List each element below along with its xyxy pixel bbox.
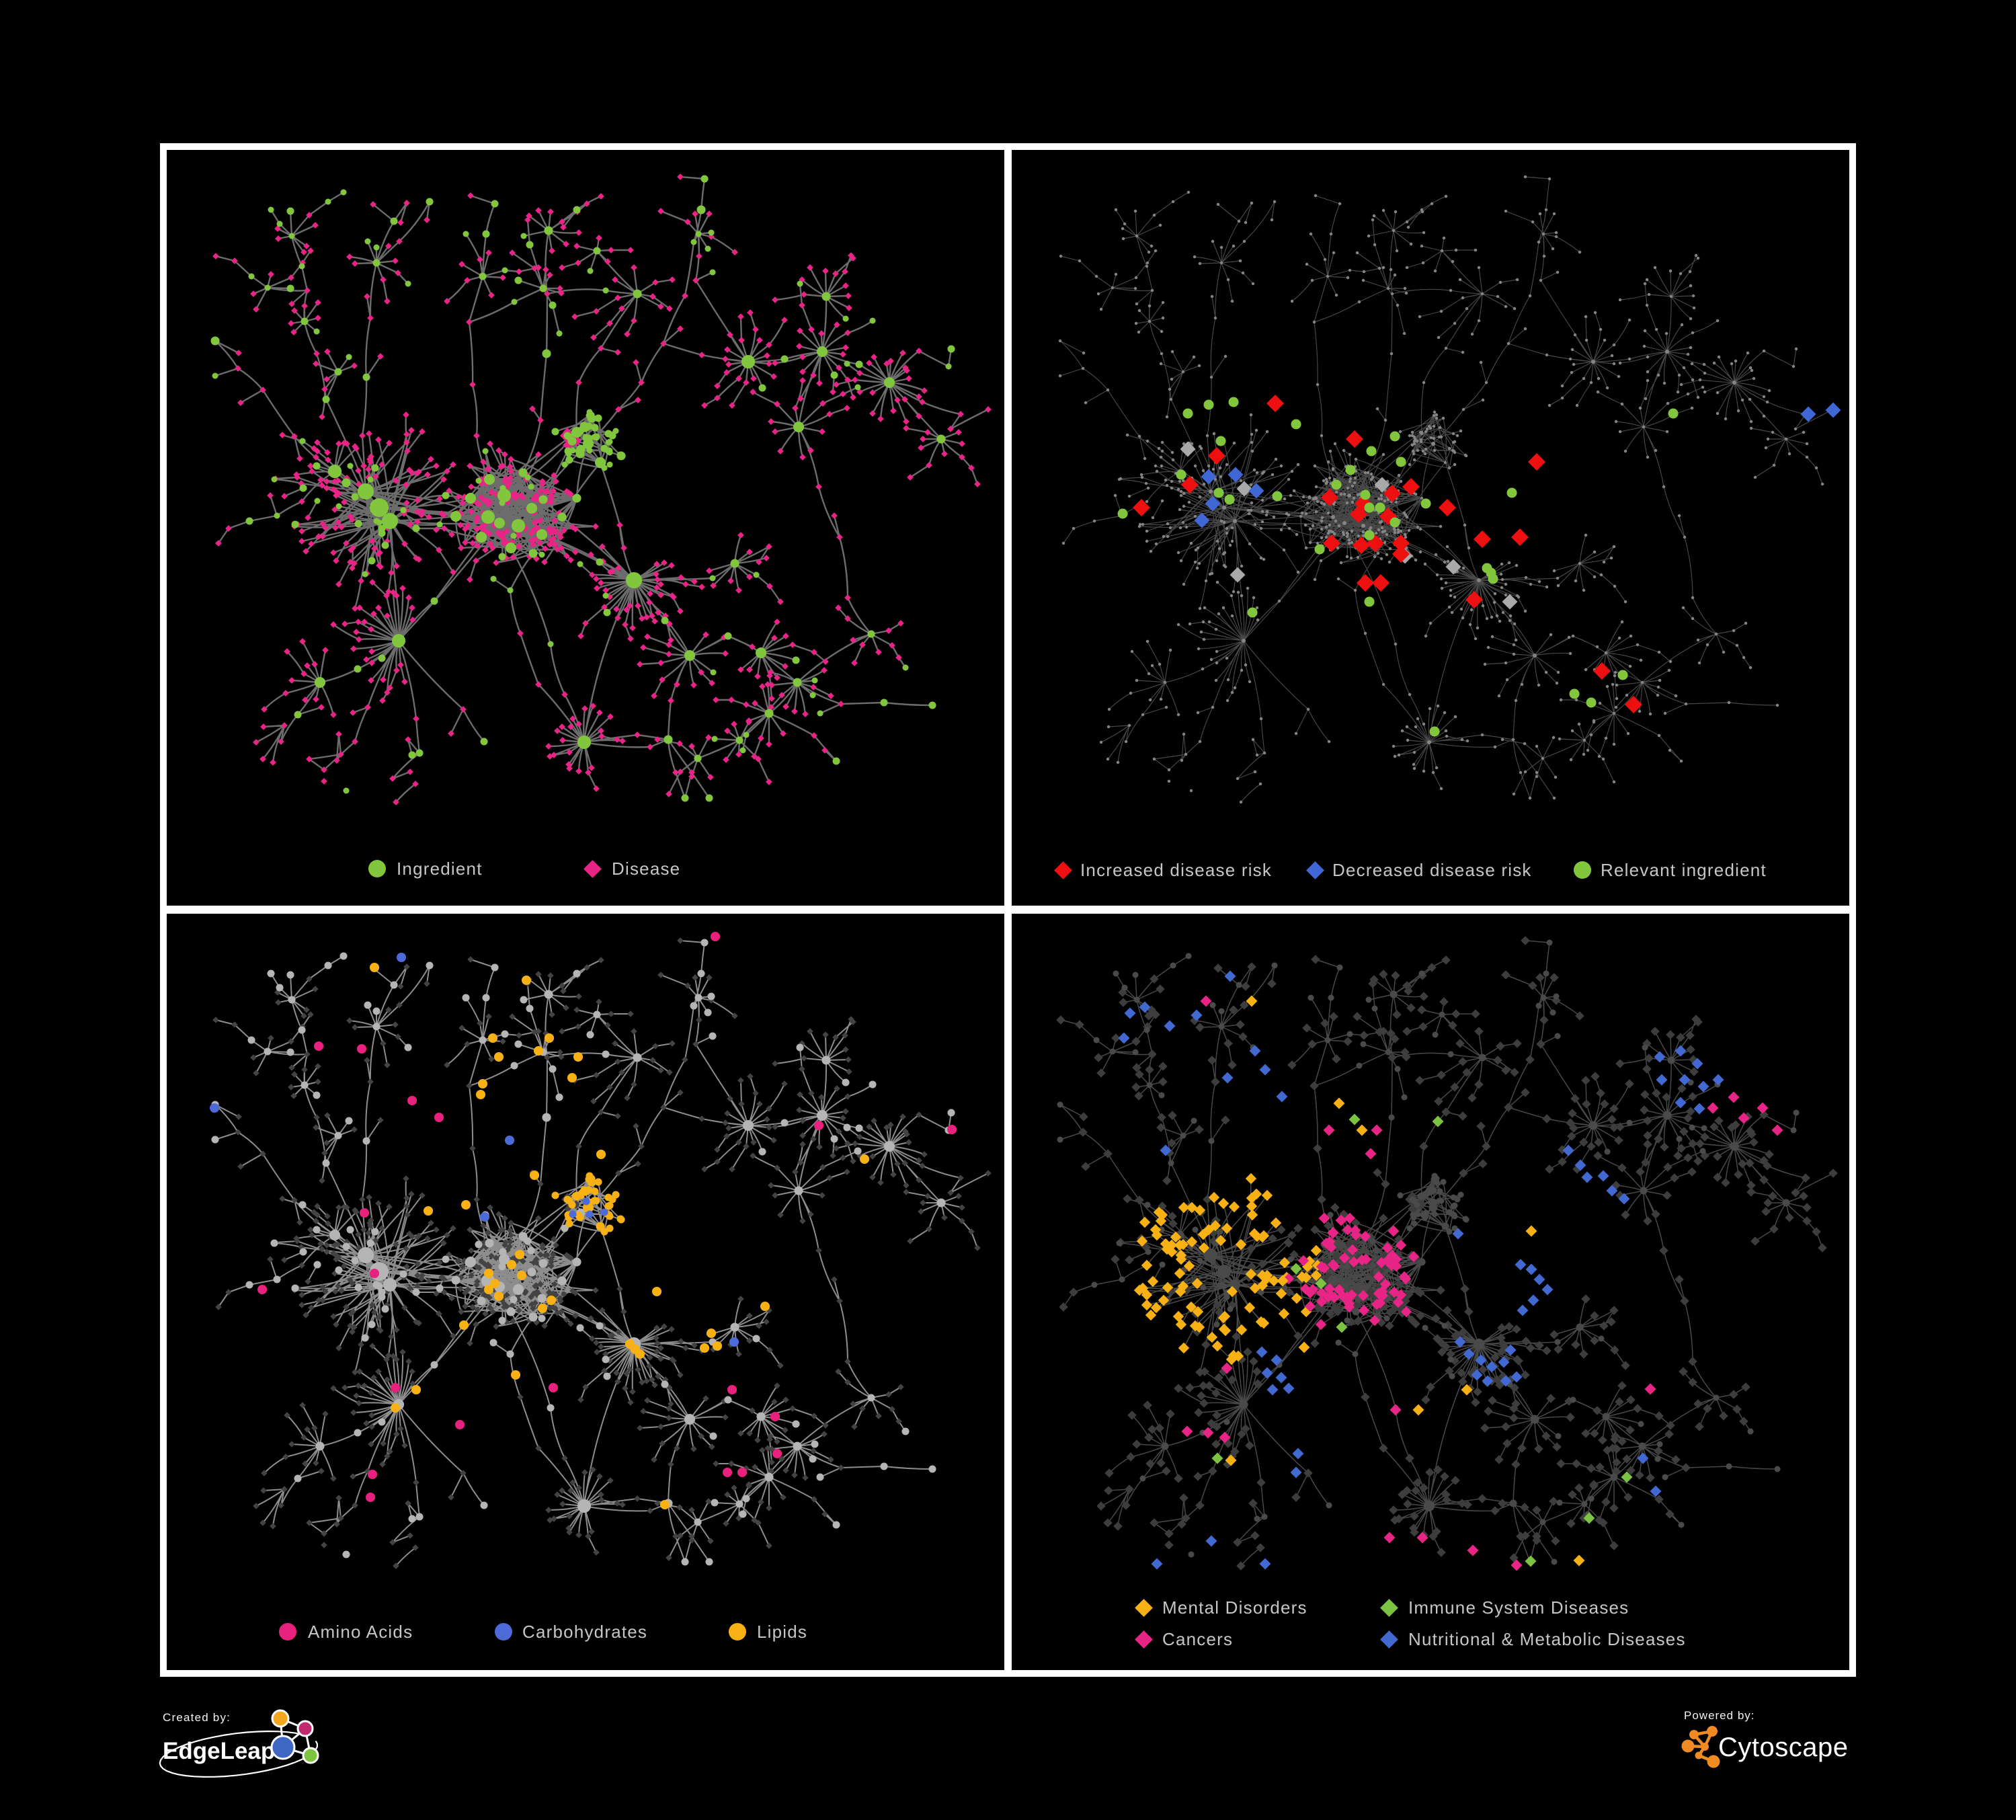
svg-text:EdgeLeap: EdgeLeap: [163, 1738, 275, 1764]
